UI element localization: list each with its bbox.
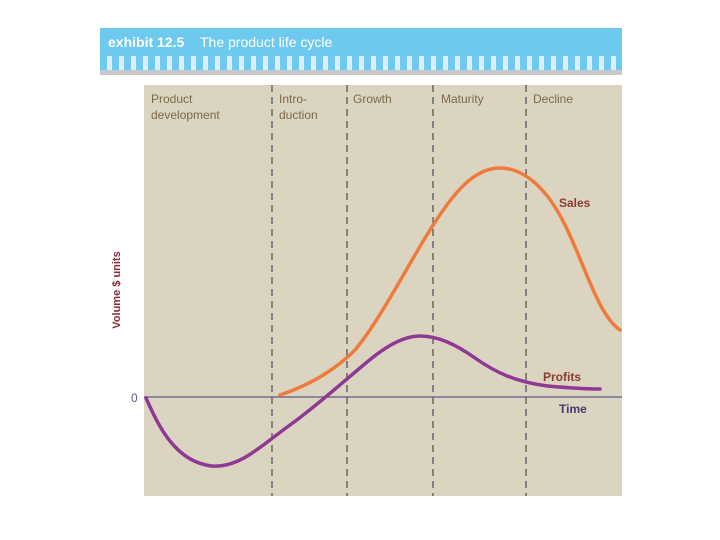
stage-label-growth: Growth [353, 92, 392, 106]
stage-label-product-development-2: development [151, 108, 220, 122]
profits-curve [144, 334, 602, 468]
stage-label-product-development: Product [151, 92, 193, 106]
exhibit-header: exhibit 12.5 The product life cycle [100, 28, 622, 56]
y-axis-label: Volume $ units [111, 251, 123, 328]
time-axis-label: Time [559, 402, 587, 416]
sales-curve [278, 166, 622, 397]
stage-label-decline: Decline [533, 92, 573, 106]
stage-label-introduction: Intro- [279, 92, 307, 106]
profits-label: Profits [543, 370, 581, 384]
sales-label: Sales [559, 196, 591, 210]
header-rule [100, 70, 622, 75]
header-stripe [100, 56, 622, 70]
stage-label-introduction-2: duction [279, 108, 318, 122]
diagram-panel [144, 85, 622, 496]
exhibit-number: exhibit 12.5 [108, 34, 185, 50]
zero-label: 0 [131, 391, 138, 405]
stage-label-maturity: Maturity [441, 92, 484, 106]
exhibit-title: The product life cycle [200, 34, 333, 50]
